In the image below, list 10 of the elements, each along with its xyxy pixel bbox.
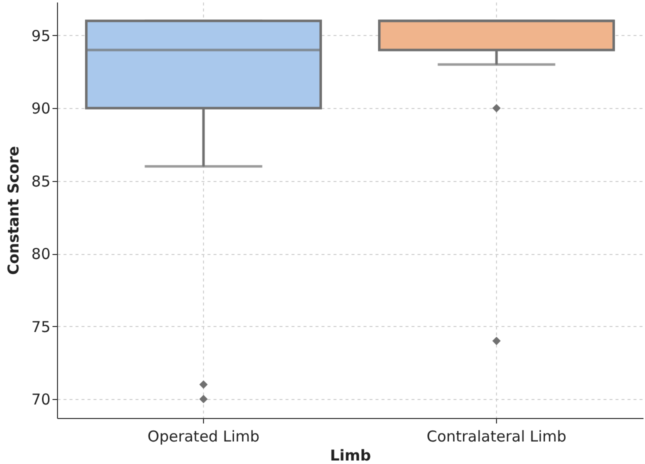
y-tick-label: 80 xyxy=(31,245,50,264)
x-tick-label: Operated Limb xyxy=(148,428,260,446)
x-tick-label: Contralateral Limb xyxy=(426,428,566,446)
x-axis-title: Limb xyxy=(330,446,372,464)
y-tick-label: 90 xyxy=(31,100,50,118)
y-tick-label: 95 xyxy=(31,26,50,45)
y-tick-label: 70 xyxy=(31,390,50,409)
y-tick-label: 75 xyxy=(31,318,50,336)
y-axis-title: Constant Score xyxy=(4,146,22,275)
y-tick-label: 85 xyxy=(31,172,50,190)
